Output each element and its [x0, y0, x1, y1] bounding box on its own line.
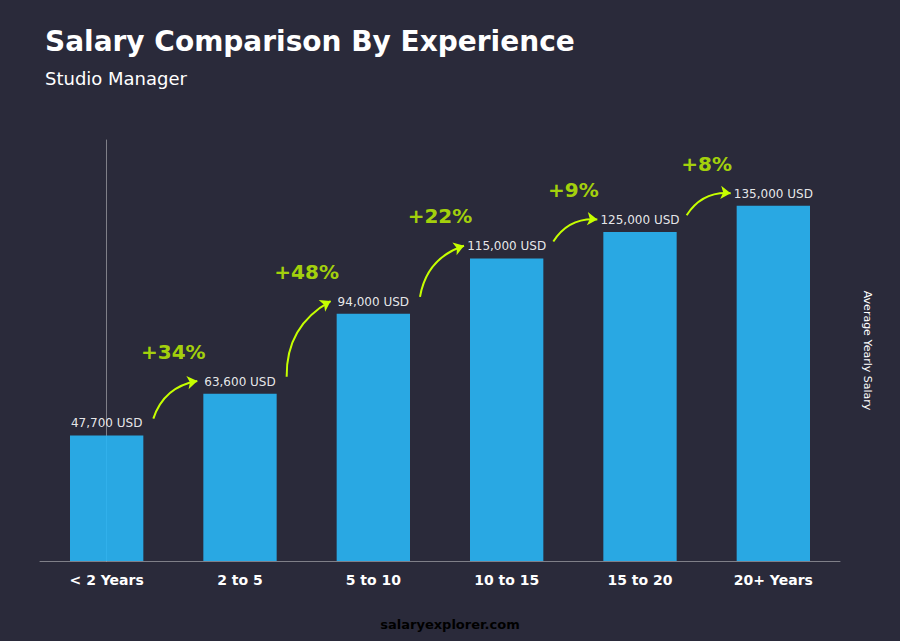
svg-text:< 2 Years: < 2 Years	[70, 572, 144, 588]
svg-text:+8%: +8%	[681, 152, 732, 176]
svg-text:Average Yearly Salary: Average Yearly Salary	[861, 291, 874, 411]
svg-text:+22%: +22%	[408, 204, 473, 228]
svg-text:135,000 USD: 135,000 USD	[734, 187, 813, 201]
svg-text:94,000 USD: 94,000 USD	[338, 295, 409, 309]
svg-text:63,600 USD: 63,600 USD	[204, 375, 275, 389]
svg-text:20+ Years: 20+ Years	[734, 572, 813, 588]
svg-text:+48%: +48%	[274, 260, 339, 284]
svg-text:47,700 USD: 47,700 USD	[71, 416, 142, 430]
svg-text:+34%: +34%	[141, 340, 206, 364]
svg-text:2 to 5: 2 to 5	[217, 572, 263, 588]
svg-text:salary: salary	[380, 617, 425, 632]
svg-text:+9%: +9%	[548, 178, 599, 202]
svg-text:explorer.com: explorer.com	[425, 617, 520, 632]
svg-text:125,000 USD: 125,000 USD	[600, 213, 679, 227]
svg-text:Salary Comparison By Experienc: Salary Comparison By Experience	[45, 25, 575, 58]
svg-text:5 to 10: 5 to 10	[346, 572, 402, 588]
svg-text:15 to 20: 15 to 20	[607, 572, 672, 588]
svg-text:10 to 15: 10 to 15	[474, 572, 539, 588]
svg-text:Studio Manager: Studio Manager	[45, 68, 188, 89]
svg-text:115,000 USD: 115,000 USD	[467, 239, 546, 253]
